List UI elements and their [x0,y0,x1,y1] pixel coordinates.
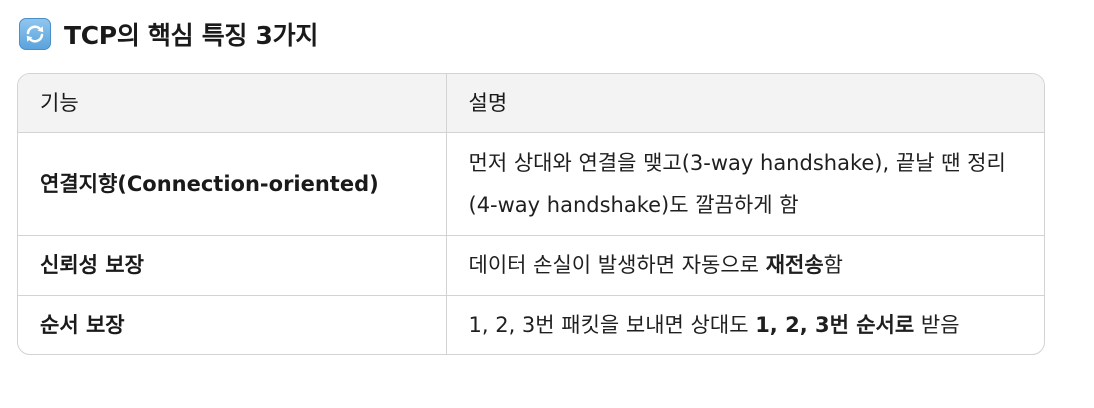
description-cell: 1, 2, 3번 패킷을 보내면 상대도 1, 2, 3번 순서로 받음 [445,295,1044,354]
column-header-feature: 기능 [18,74,446,133]
emphasis-text: 1, 2, 3번 순서로 [755,313,915,338]
table-row: 신뢰성 보장 데이터 손실이 발생하면 자동으로 재전송함 [18,235,1044,296]
column-header-description: 설명 [445,74,1044,133]
description-text: 데이터 손실이 발생하면 자동으로 [468,253,766,277]
table-header-row: 기능 설명 [18,74,1044,133]
emphasis-text: 재전송 [765,253,824,277]
page-title: TCP의 핵심 특징 3가지 [64,21,319,50]
counterclockwise-arrows-icon [19,18,51,50]
description-text: 함 [823,253,843,277]
table-row: 연결지향(Connection-oriented) 먼저 상대와 연결을 맺고(… [18,132,1044,236]
section-heading: TCP의 핵심 특징 3가지 [19,14,318,54]
table-row: 순서 보장 1, 2, 3번 패킷을 보내면 상대도 1, 2, 3번 순서로 … [18,295,1044,354]
feature-cell: 연결지향(Connection-oriented) [18,132,446,236]
features-table: 기능 설명 연결지향(Connection-oriented) 먼저 상대와 연… [17,73,1045,355]
description-text: 1, 2, 3번 패킷을 보내면 상대도 [468,313,756,338]
description-cell: 데이터 손실이 발생하면 자동으로 재전송함 [445,235,1044,296]
description-cell: 먼저 상대와 연결을 맺고(3-way handshake), 끝날 땐 정리(… [445,132,1044,236]
description-text: 받음 [914,313,960,338]
feature-cell: 순서 보장 [40,313,125,338]
feature-cell: 신뢰성 보장 [18,235,446,296]
